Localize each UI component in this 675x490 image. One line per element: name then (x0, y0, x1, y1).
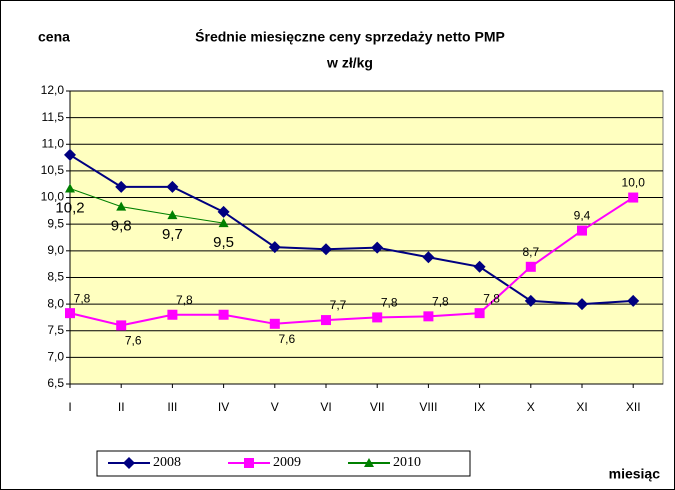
data-label: 7,8 (74, 291, 91, 305)
y-tick-label: 12,0 (41, 83, 65, 97)
marker (65, 183, 75, 193)
data-label: 7,6 (278, 332, 295, 346)
data-label: 7,8 (381, 296, 398, 310)
data-label: 7,8 (176, 293, 193, 307)
marker (115, 180, 128, 193)
x-tick-label: VI (320, 400, 331, 414)
x-axis-label: miesiąc (609, 466, 661, 482)
marker (371, 241, 384, 254)
marker (372, 312, 383, 323)
marker (217, 205, 230, 218)
marker (218, 309, 229, 320)
marker (64, 148, 76, 161)
marker (525, 261, 536, 272)
legend-marker (123, 457, 135, 469)
y-tick-label: 10,0 (41, 190, 65, 204)
marker (116, 201, 127, 211)
data-label: 10,2 (55, 199, 84, 216)
marker (116, 320, 127, 331)
y-tick-label: 9,5 (47, 216, 64, 230)
marker (423, 311, 434, 322)
y-tick-label: 8,0 (47, 296, 64, 310)
y-tick-label: 11,5 (42, 110, 65, 124)
x-tick-label: I (68, 400, 71, 414)
y-tick-label: 11,0 (42, 136, 65, 150)
marker (628, 192, 639, 203)
y-tick-label: 10,5 (41, 163, 65, 177)
series-line (69, 188, 224, 224)
y-axis-label: cena (38, 29, 70, 45)
marker (167, 309, 178, 320)
legend-label: 2010 (393, 455, 421, 470)
marker (627, 294, 640, 307)
data-label: 7,8 (432, 295, 449, 309)
chart-title: Średnie miesięczne ceny sprzedaży netto … (195, 28, 505, 45)
legend-marker (364, 458, 374, 467)
data-label: 9,4 (574, 209, 591, 223)
marker (422, 251, 435, 264)
x-tick-label: IV (218, 400, 229, 414)
data-label: 8,7 (522, 245, 539, 259)
marker (65, 308, 75, 319)
x-tick-label: XII (626, 400, 641, 414)
y-tick-label: 9,0 (47, 243, 64, 257)
series-line (69, 154, 634, 306)
data-label: 7,6 (125, 334, 142, 348)
y-tick-label: 7,5 (47, 323, 64, 337)
marker (320, 243, 332, 256)
x-tick-label: XI (576, 400, 587, 414)
x-tick-label: II (118, 400, 125, 414)
marker (577, 225, 587, 236)
chart-subtitle: w zł/kg (326, 55, 373, 71)
data-label: 7,8 (483, 291, 500, 305)
marker (269, 318, 280, 329)
marker (321, 315, 331, 326)
legend (96, 450, 471, 477)
x-tick-label: IX (474, 400, 485, 414)
marker (166, 180, 179, 193)
marker (167, 210, 178, 220)
marker (268, 241, 281, 254)
plot-area (69, 90, 664, 385)
data-label: 9,5 (213, 234, 234, 251)
data-label: 9,7 (162, 226, 183, 243)
y-tick-label: 7,0 (47, 350, 64, 364)
marker (218, 218, 229, 228)
x-tick-label: VII (370, 400, 385, 414)
y-tick-label: 6,5 (47, 376, 64, 390)
marker (524, 294, 537, 307)
x-tick-label: X (527, 400, 535, 414)
x-tick-label: III (167, 400, 177, 414)
x-tick-label: VIII (419, 400, 437, 414)
marker (576, 298, 588, 311)
series-line (69, 196, 634, 327)
legend-label: 2009 (273, 455, 301, 470)
legend-marker (244, 458, 254, 468)
y-tick-label: 8,5 (47, 270, 64, 284)
legend-label: 2008 (153, 455, 181, 470)
x-tick-label: V (271, 400, 279, 414)
data-label: 7,7 (330, 298, 347, 312)
marker (473, 260, 486, 273)
data-label: 9,8 (111, 218, 132, 235)
marker (474, 308, 485, 319)
data-label: 10,0 (622, 176, 646, 190)
